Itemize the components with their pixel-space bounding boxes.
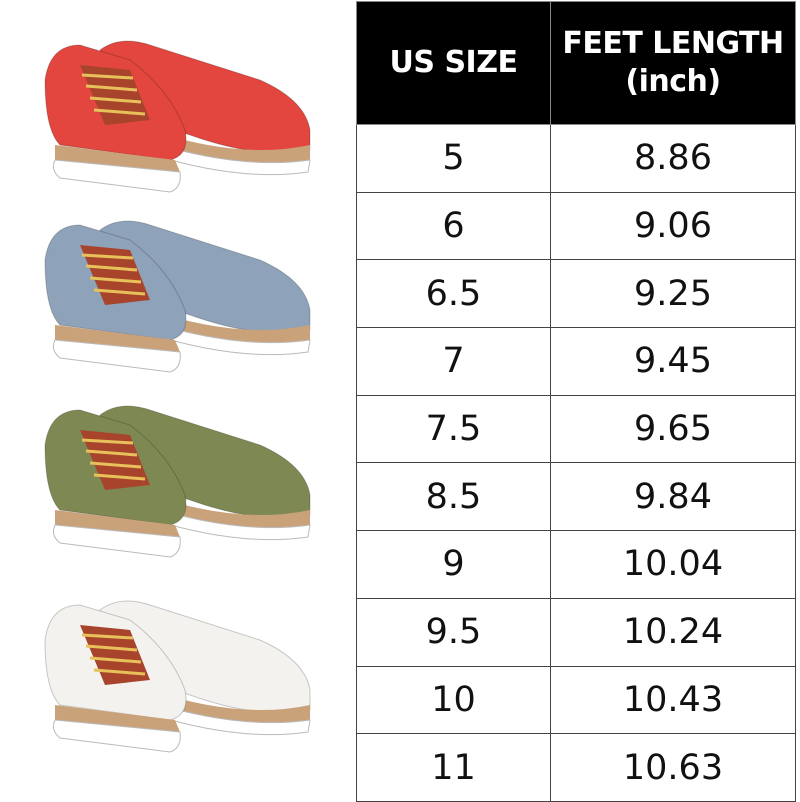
- feet-length-cell: 10.63: [550, 733, 796, 802]
- product-images: [0, 0, 350, 800]
- feet-length-cell: 9.25: [550, 259, 796, 329]
- us-size-cell: 6: [356, 191, 551, 261]
- us-size-cell: 9: [356, 530, 551, 599]
- back-shoe: [99, 40, 311, 176]
- table-row: 9.5 10.24: [356, 597, 796, 667]
- table-row: 9 10.04: [356, 530, 796, 599]
- size-chart-table: US SIZE FEET LENGTH (inch) 5 8.86 6 9.06 6.5…: [356, 1, 796, 802]
- back-shoe: [99, 600, 311, 736]
- back-shoe: [99, 220, 311, 356]
- table-row: 11 10.63: [356, 733, 796, 802]
- feet-length-cell: 8.86: [550, 124, 796, 193]
- front-shoe: [44, 44, 187, 193]
- feet-length-cell: 9.65: [550, 394, 796, 464]
- header-feet-length: FEET LENGTH (inch): [550, 1, 796, 125]
- table-header-row: US SIZE FEET LENGTH (inch): [356, 1, 796, 125]
- shoe-image-white: [20, 580, 320, 770]
- table-row: 10 10.43: [356, 665, 796, 735]
- header-us-size: US SIZE: [356, 1, 551, 125]
- table-row: 6.5 9.25: [356, 259, 796, 329]
- us-size-cell: 5: [356, 124, 551, 193]
- feet-length-cell: 9.84: [550, 462, 796, 532]
- feet-length-cell: 10.24: [550, 597, 796, 667]
- us-size-cell: 10: [356, 665, 551, 735]
- feet-length-cell: 9.06: [550, 191, 796, 261]
- shoe-image-blue: [20, 200, 320, 390]
- feet-length-cell: 10.43: [550, 665, 796, 735]
- front-shoe: [44, 604, 187, 753]
- feet-length-cell: 10.04: [550, 530, 796, 599]
- table-row: 5 8.86: [356, 124, 796, 193]
- front-shoe: [44, 224, 187, 373]
- shoe-image-green: [20, 385, 320, 575]
- shoe-image-red: [20, 20, 320, 210]
- table-row: 7 9.45: [356, 327, 796, 396]
- us-size-cell: 6.5: [356, 259, 551, 329]
- feet-length-cell: 9.45: [550, 327, 796, 396]
- us-size-cell: 7: [356, 327, 551, 396]
- us-size-cell: 7.5: [356, 394, 551, 464]
- front-shoe: [44, 409, 187, 558]
- table-row: 8.5 9.84: [356, 462, 796, 532]
- us-size-cell: 9.5: [356, 597, 551, 667]
- back-shoe: [99, 405, 311, 541]
- us-size-cell: 8.5: [356, 462, 551, 532]
- us-size-cell: 11: [356, 733, 551, 802]
- header-feet-length-title: FEET LENGTH: [562, 26, 784, 61]
- header-feet-length-unit: (inch): [625, 64, 721, 99]
- table-row: 6 9.06: [356, 191, 796, 261]
- table-row: 7.5 9.65: [356, 394, 796, 464]
